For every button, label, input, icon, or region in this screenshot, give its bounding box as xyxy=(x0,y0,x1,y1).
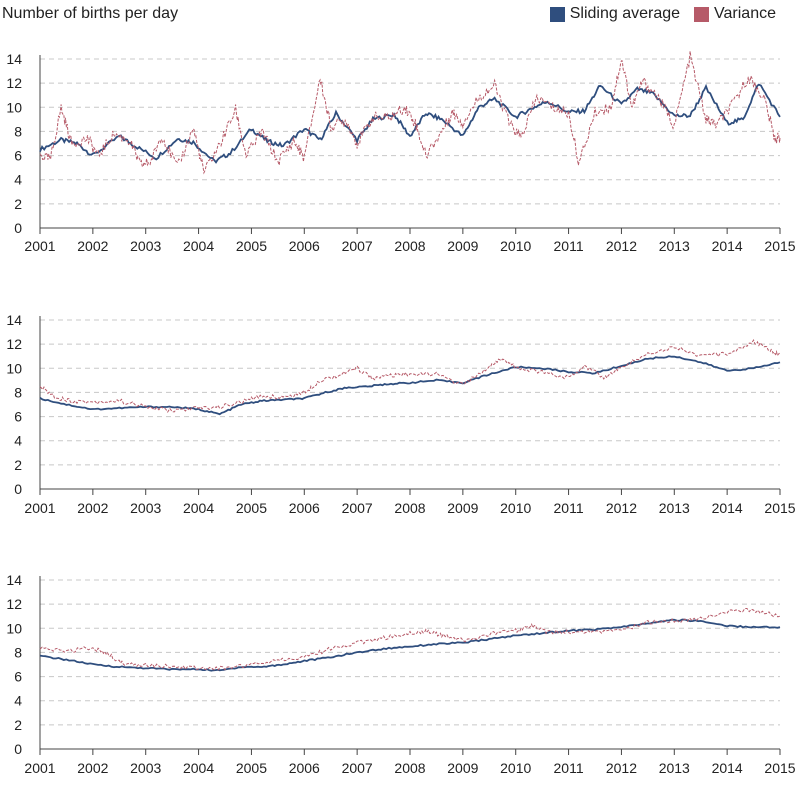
y-tick-label: 4 xyxy=(14,433,22,449)
y-tick-label: 12 xyxy=(6,596,22,612)
average-line-panel-3 xyxy=(39,618,781,672)
y-tick-label: 4 xyxy=(14,172,22,188)
x-tick-label: 2007 xyxy=(342,238,373,254)
y-tick-label: 10 xyxy=(6,99,22,115)
y-tick-label: 0 xyxy=(14,741,22,757)
x-tick-label: 2009 xyxy=(447,500,478,516)
x-tick-label: 2002 xyxy=(77,760,108,776)
legend-swatch-average xyxy=(549,6,565,22)
x-tick-label: 2014 xyxy=(712,760,743,776)
variance-line-panel-3 xyxy=(39,608,781,671)
x-tick-label: 2005 xyxy=(236,238,267,254)
legend-item-variance: Variance xyxy=(694,5,776,23)
x-tick-label: 2004 xyxy=(183,500,214,516)
x-tick-label: 2012 xyxy=(606,760,637,776)
chart-panel-2: 0 2 4 6 8 10 12 14 2001 2002 2003 2004 2005 2006 2007 2… xyxy=(6,312,795,516)
y-tick-label: 6 xyxy=(14,409,22,425)
chart-title: Number of births per day xyxy=(2,5,179,22)
y-tick-label: 6 xyxy=(14,669,22,685)
y-tick-label: 8 xyxy=(14,123,22,139)
x-tick-label: 2001 xyxy=(24,760,55,776)
legend: Sliding average Variance xyxy=(549,5,776,23)
y-tick-label: 10 xyxy=(6,360,22,376)
x-tick-label: 2010 xyxy=(500,238,531,254)
legend-label-variance: Variance xyxy=(714,5,776,22)
x-tick-label: 2006 xyxy=(289,500,320,516)
x-tick-label: 2004 xyxy=(183,238,214,254)
x-tick-label: 2005 xyxy=(236,760,267,776)
x-tick-label: 2006 xyxy=(289,238,320,254)
x-tick-label: 2002 xyxy=(77,238,108,254)
x-tick-label: 2011 xyxy=(554,500,584,516)
x-tick-label: 2001 xyxy=(24,238,55,254)
x-tick-label: 2014 xyxy=(712,238,743,254)
x-tick-label: 2003 xyxy=(130,500,161,516)
legend-item-average: Sliding average xyxy=(549,5,681,23)
x-tick-label: 2013 xyxy=(659,500,690,516)
x-tick-label: 2010 xyxy=(500,760,531,776)
chart-panel-3: 0 2 4 6 8 10 12 14 2001 2002 2003 2004 2005 2006 2007 2… xyxy=(6,572,795,776)
chart-panel-1: 0 2 4 6 8 10 12 14 2001 2002 2003 2004 2005 2006 2007 2… xyxy=(6,51,795,254)
x-tick-label: 2015 xyxy=(764,760,795,776)
x-tick-label: 2001 xyxy=(24,500,55,516)
variance-line-panel-2 xyxy=(39,338,781,413)
x-tick-label: 2013 xyxy=(659,760,690,776)
x-tick-label: 2015 xyxy=(764,500,795,516)
y-tick-label: 0 xyxy=(14,481,22,497)
x-tick-label: 2012 xyxy=(606,500,637,516)
variance-line-panel-1 xyxy=(39,51,781,175)
x-tick-label: 2009 xyxy=(447,238,478,254)
y-tick-label: 2 xyxy=(14,717,22,733)
y-tick-label: 10 xyxy=(6,620,22,636)
x-tick-label: 2012 xyxy=(606,238,637,254)
y-tick-label: 14 xyxy=(6,572,22,588)
x-tick-label: 2003 xyxy=(130,238,161,254)
legend-label-average: Sliding average xyxy=(569,5,681,22)
y-tick-label: 12 xyxy=(6,75,22,91)
x-tick-label: 2011 xyxy=(554,238,584,254)
y-tick-label: 6 xyxy=(14,148,22,164)
x-tick-label: 2013 xyxy=(659,238,690,254)
x-tick-label: 2010 xyxy=(500,500,531,516)
y-tick-label: 14 xyxy=(6,312,22,328)
x-tick-label: 2003 xyxy=(130,760,161,776)
y-tick-label: 4 xyxy=(14,693,22,709)
y-tick-label: 2 xyxy=(14,457,22,473)
y-tick-label: 0 xyxy=(14,220,22,236)
y-tick-label: 8 xyxy=(14,384,22,400)
x-tick-label: 2004 xyxy=(183,760,214,776)
x-tick-label: 2014 xyxy=(712,500,743,516)
average-line-panel-1 xyxy=(39,83,781,164)
x-tick-label: 2002 xyxy=(77,500,108,516)
y-tick-label: 2 xyxy=(14,196,22,212)
x-tick-label: 2015 xyxy=(764,238,795,254)
x-tick-label: 2007 xyxy=(342,500,373,516)
average-line-panel-2 xyxy=(39,355,781,416)
y-tick-label: 14 xyxy=(6,51,22,67)
x-tick-label: 2006 xyxy=(289,760,320,776)
legend-swatch-variance xyxy=(694,6,710,22)
x-tick-label: 2009 xyxy=(447,760,478,776)
y-tick-label: 12 xyxy=(6,336,22,352)
x-tick-label: 2007 xyxy=(342,760,373,776)
x-tick-label: 2008 xyxy=(394,500,425,516)
x-tick-label: 2011 xyxy=(554,760,584,776)
x-tick-label: 2005 xyxy=(236,500,267,516)
y-tick-label: 8 xyxy=(14,644,22,660)
x-tick-label: 2008 xyxy=(394,760,425,776)
x-tick-label: 2008 xyxy=(394,238,425,254)
